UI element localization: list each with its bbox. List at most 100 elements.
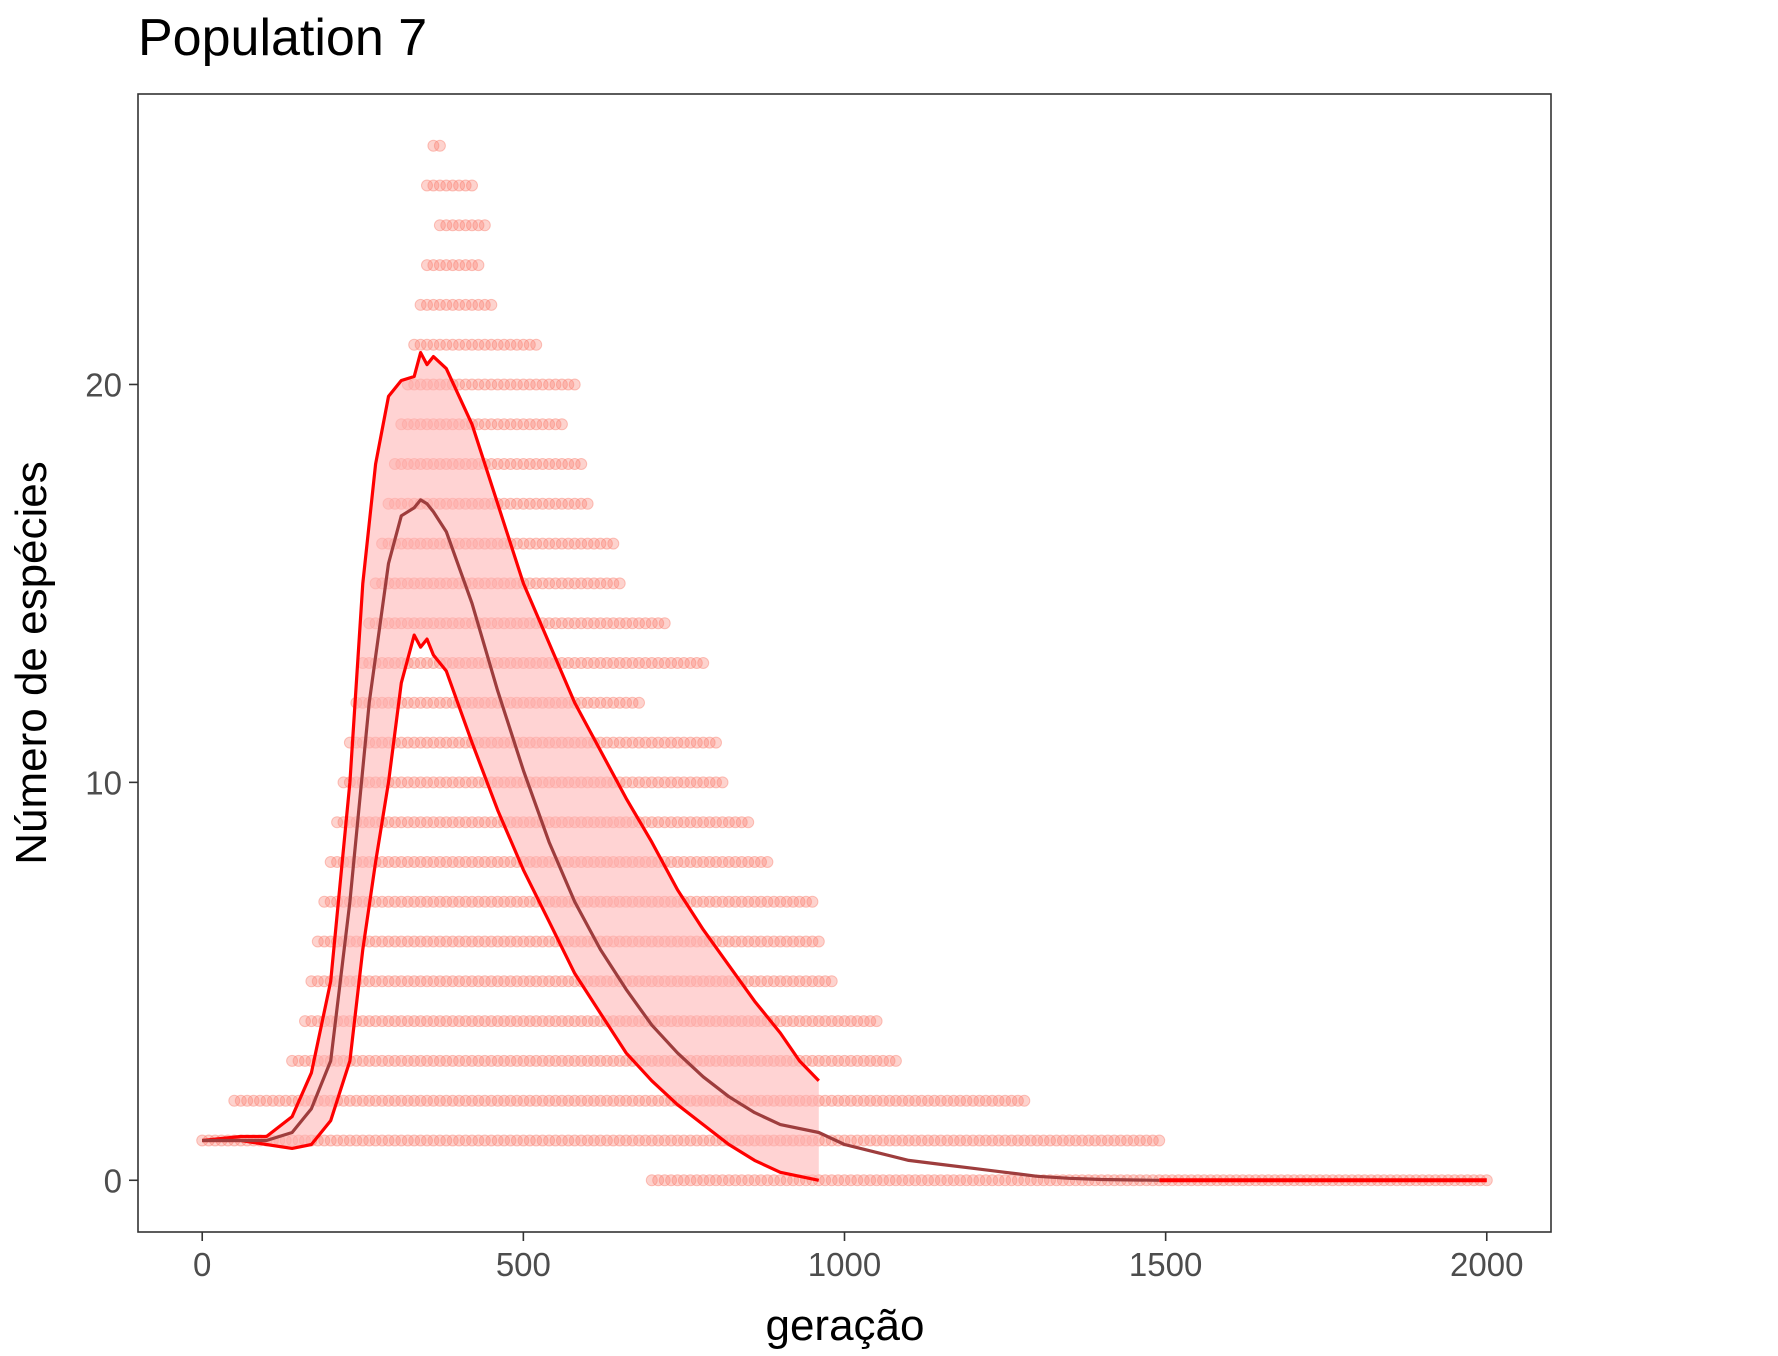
data-point: [382, 1054, 395, 1067]
data-point: [491, 1015, 504, 1028]
data-point: [967, 1134, 979, 1147]
data-point: [376, 1015, 389, 1028]
data-point: [639, 776, 652, 789]
data-point: [523, 895, 536, 908]
data-point: [517, 1134, 530, 1147]
data-point: [498, 856, 511, 868]
data-point: [600, 577, 613, 590]
data-point: [562, 617, 575, 630]
data-point: [363, 975, 376, 988]
data-point: [376, 895, 389, 908]
data-point: [498, 378, 511, 391]
data-point: [466, 776, 478, 789]
data-point: [600, 696, 613, 709]
data-point: [677, 657, 690, 669]
data-point: [343, 1134, 356, 1147]
data-point: [408, 338, 421, 351]
data-point: [588, 1134, 600, 1147]
data-point: [954, 1134, 967, 1147]
data-point: [453, 1015, 466, 1028]
data-point: [780, 935, 793, 948]
data-point: [549, 537, 562, 550]
data-point: [376, 975, 389, 988]
data-point: [684, 1174, 697, 1187]
data-point: [536, 537, 549, 550]
data-point: [883, 1174, 896, 1187]
data-point: [388, 935, 401, 948]
data-point: [472, 259, 485, 272]
data-point: [421, 338, 433, 351]
data-point: [562, 1094, 575, 1107]
data-point: [510, 458, 523, 470]
data-point: [626, 736, 639, 749]
data-point: [266, 1094, 279, 1107]
data-point: [600, 1054, 613, 1067]
data-point: [588, 577, 600, 590]
data-point: [427, 776, 440, 789]
data-point: [922, 1174, 934, 1187]
data-point: [870, 1174, 883, 1187]
data-point: [459, 975, 472, 988]
data-point: [594, 617, 607, 630]
data-point: [453, 219, 466, 232]
data-point: [562, 1015, 575, 1028]
data-point: [485, 1134, 498, 1147]
x-axis-label: geração: [765, 1301, 924, 1350]
data-point: [581, 497, 594, 510]
data-point: [408, 895, 421, 908]
data-point: [645, 1174, 658, 1187]
data-point: [645, 816, 658, 829]
data-point: [504, 895, 517, 908]
data-point: [722, 1174, 735, 1187]
data-point: [800, 895, 812, 908]
data-point: [446, 1094, 459, 1107]
data-point: [690, 657, 703, 669]
data-point: [440, 179, 453, 192]
data-point: [388, 1054, 401, 1067]
data-point: [498, 895, 511, 908]
data-point: [485, 895, 498, 908]
data-point: [915, 1094, 928, 1107]
data-point: [896, 1174, 909, 1187]
data-point: [729, 1174, 742, 1187]
data-point: [909, 1094, 922, 1107]
data-point: [549, 617, 562, 630]
data-point: [318, 895, 331, 908]
data-point: [594, 1134, 607, 1147]
data-point: [376, 935, 389, 948]
x-tick-label: 500: [496, 1246, 551, 1283]
data-point: [710, 856, 722, 868]
data-point: [928, 1174, 941, 1187]
data-point: [446, 338, 459, 351]
data-point: [633, 1094, 645, 1107]
data-point: [401, 856, 414, 868]
data-point: [388, 1094, 401, 1107]
data-point: [343, 1094, 356, 1107]
data-point: [453, 1094, 466, 1107]
data-point: [575, 537, 588, 550]
data-point: [433, 139, 446, 152]
data-point: [543, 537, 556, 550]
data-point: [543, 1015, 556, 1028]
data-point: [446, 856, 459, 868]
data-point: [857, 1054, 870, 1067]
data-point: [485, 418, 498, 431]
data-point: [543, 617, 556, 630]
data-point: [710, 1174, 722, 1187]
data-point: [388, 895, 401, 908]
x-tick-label: 0: [193, 1246, 211, 1283]
data-point: [440, 935, 453, 948]
data-point: [877, 1134, 889, 1147]
data-point: [369, 1015, 382, 1028]
data-point: [478, 975, 491, 988]
data-point: [568, 617, 581, 630]
data-point: [588, 1094, 600, 1107]
data-point: [671, 1174, 684, 1187]
data-point: [716, 935, 729, 948]
data-point: [446, 935, 459, 948]
data-point: [491, 1054, 504, 1067]
data-point: [427, 179, 440, 192]
data-point: [703, 816, 716, 829]
data-point: [562, 378, 575, 391]
data-point: [787, 895, 800, 908]
